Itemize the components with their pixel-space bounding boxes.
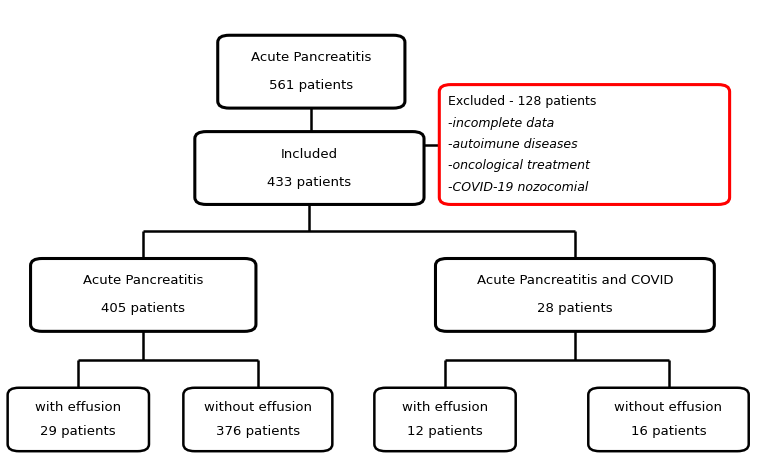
Text: Included: Included xyxy=(281,148,338,161)
Text: 561 patients: 561 patients xyxy=(269,79,354,92)
Text: with effusion: with effusion xyxy=(402,401,488,414)
FancyBboxPatch shape xyxy=(183,388,332,451)
Text: without effusion: without effusion xyxy=(614,401,723,414)
Text: -incomplete data: -incomplete data xyxy=(448,117,555,130)
Text: Acute Pancreatitis and COVID: Acute Pancreatitis and COVID xyxy=(477,274,673,288)
FancyBboxPatch shape xyxy=(31,258,256,331)
Text: Excluded - 128 patients: Excluded - 128 patients xyxy=(448,95,597,108)
Text: without effusion: without effusion xyxy=(204,401,312,414)
Text: 28 patients: 28 patients xyxy=(537,302,613,315)
Text: Acute Pancreatitis: Acute Pancreatitis xyxy=(83,274,203,288)
Text: Acute Pancreatitis: Acute Pancreatitis xyxy=(251,51,371,64)
Text: 376 patients: 376 patients xyxy=(215,425,300,438)
FancyBboxPatch shape xyxy=(588,388,749,451)
Text: -autoimune diseases: -autoimune diseases xyxy=(448,138,578,151)
Text: 405 patients: 405 patients xyxy=(102,302,185,315)
FancyBboxPatch shape xyxy=(218,35,405,108)
FancyBboxPatch shape xyxy=(195,132,424,204)
Text: with effusion: with effusion xyxy=(35,401,121,414)
FancyBboxPatch shape xyxy=(435,258,714,331)
Text: 12 patients: 12 patients xyxy=(407,425,483,438)
FancyBboxPatch shape xyxy=(439,85,730,204)
Text: -COVID-19 nozocomial: -COVID-19 nozocomial xyxy=(448,181,589,194)
Text: -oncological treatment: -oncological treatment xyxy=(448,159,591,172)
Text: 29 patients: 29 patients xyxy=(40,425,116,438)
Text: 16 patients: 16 patients xyxy=(631,425,706,438)
FancyBboxPatch shape xyxy=(8,388,149,451)
FancyBboxPatch shape xyxy=(374,388,516,451)
Text: 433 patients: 433 patients xyxy=(267,175,351,188)
